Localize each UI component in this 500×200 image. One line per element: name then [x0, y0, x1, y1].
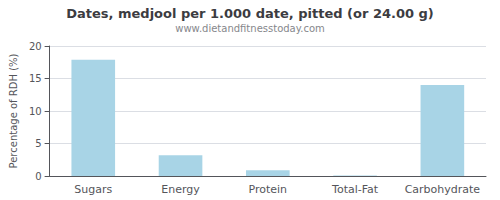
svg-text:Energy: Energy [161, 183, 200, 196]
svg-text:20: 20 [29, 41, 42, 52]
svg-text:10: 10 [29, 106, 42, 117]
svg-text:Total-Fat: Total-Fat [331, 183, 379, 196]
svg-text:5: 5 [35, 138, 41, 149]
svg-text:Dates, medjool per 1.000 date,: Dates, medjool per 1.000 date, pitted (o… [66, 6, 434, 21]
svg-text:Sugars: Sugars [74, 183, 112, 196]
svg-text:Protein: Protein [249, 183, 288, 196]
svg-text:0: 0 [35, 171, 41, 182]
svg-text:15: 15 [29, 73, 42, 84]
svg-text:Percentage of RDH (%): Percentage of RDH (%) [8, 53, 19, 168]
svg-text:www.dietandfitnesstoday.com: www.dietandfitnesstoday.com [175, 23, 324, 34]
svg-text:Carbohydrate: Carbohydrate [405, 183, 481, 196]
